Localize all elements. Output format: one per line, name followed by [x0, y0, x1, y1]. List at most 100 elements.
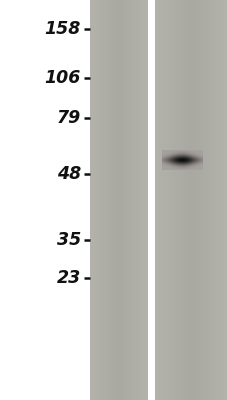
Bar [121, 0, 122, 400]
Bar [160, 0, 161, 400]
Bar [107, 0, 108, 400]
Bar [189, 0, 190, 400]
Bar [217, 0, 218, 400]
Bar [171, 0, 172, 400]
Bar [129, 0, 130, 400]
Bar [183, 0, 184, 400]
Bar [100, 0, 101, 400]
Bar [120, 0, 121, 400]
Bar [146, 0, 147, 400]
Bar [97, 0, 98, 400]
Bar [221, 0, 222, 400]
Bar [90, 0, 91, 400]
Bar [202, 0, 203, 400]
Bar [201, 0, 202, 400]
Bar [147, 0, 148, 400]
Bar [116, 0, 117, 400]
Bar [211, 0, 212, 400]
Bar [125, 0, 126, 400]
Bar [172, 0, 173, 400]
Text: 23: 23 [57, 269, 81, 287]
Bar [216, 0, 217, 400]
Bar [225, 0, 226, 400]
Bar [220, 0, 221, 400]
Bar [117, 0, 118, 400]
Bar [114, 0, 115, 400]
Bar [218, 0, 219, 400]
Bar [143, 0, 144, 400]
Bar [95, 0, 96, 400]
Bar [96, 0, 97, 400]
Bar [177, 0, 178, 400]
Bar [176, 0, 177, 400]
Bar [179, 0, 180, 400]
Bar [167, 0, 168, 400]
Bar [222, 0, 223, 400]
Bar [154, 0, 155, 400]
Bar [122, 0, 123, 400]
Bar [136, 0, 137, 400]
Bar [105, 0, 106, 400]
Bar [191, 0, 192, 400]
Bar [118, 0, 119, 400]
Bar [90, 0, 148, 400]
Bar [186, 0, 187, 400]
Bar [224, 0, 225, 400]
Bar [212, 0, 213, 400]
Bar [141, 0, 142, 400]
Bar [127, 0, 128, 400]
Bar [162, 0, 163, 400]
Bar [159, 0, 160, 400]
Bar [93, 0, 94, 400]
Bar [119, 0, 120, 400]
Bar [169, 0, 170, 400]
Bar [197, 0, 198, 400]
Bar [226, 0, 227, 400]
Text: 35: 35 [57, 231, 81, 249]
Bar [145, 0, 146, 400]
Bar [124, 0, 125, 400]
Bar [158, 0, 159, 400]
Bar [163, 0, 164, 400]
Bar [133, 0, 134, 400]
Bar [103, 0, 104, 400]
Bar [192, 0, 193, 400]
Bar [214, 0, 215, 400]
Bar [165, 0, 166, 400]
Bar [137, 0, 138, 400]
Bar [138, 0, 139, 400]
Bar [213, 0, 214, 400]
Bar [134, 0, 135, 400]
Text: 158: 158 [44, 20, 81, 38]
Bar [209, 0, 210, 400]
Bar [140, 0, 141, 400]
Bar [200, 0, 201, 400]
Bar [198, 0, 199, 400]
Bar [130, 0, 131, 400]
Bar [148, 0, 154, 400]
Bar [109, 0, 110, 400]
Bar [113, 0, 114, 400]
Text: 48: 48 [57, 165, 81, 183]
Bar [101, 0, 102, 400]
Bar [106, 0, 107, 400]
Bar [126, 0, 127, 400]
Bar [135, 0, 136, 400]
Bar [185, 0, 186, 400]
Bar [199, 0, 200, 400]
Bar [194, 0, 195, 400]
Bar [208, 0, 209, 400]
Bar [164, 0, 165, 400]
Bar [184, 0, 185, 400]
Bar [110, 0, 111, 400]
Bar [188, 0, 189, 400]
Bar [111, 0, 112, 400]
Bar [206, 0, 207, 400]
Bar [128, 0, 129, 400]
Bar [99, 0, 100, 400]
Bar [182, 0, 183, 400]
Bar [210, 0, 211, 400]
Bar [155, 0, 156, 400]
Bar [173, 0, 174, 400]
Bar [154, 0, 227, 400]
